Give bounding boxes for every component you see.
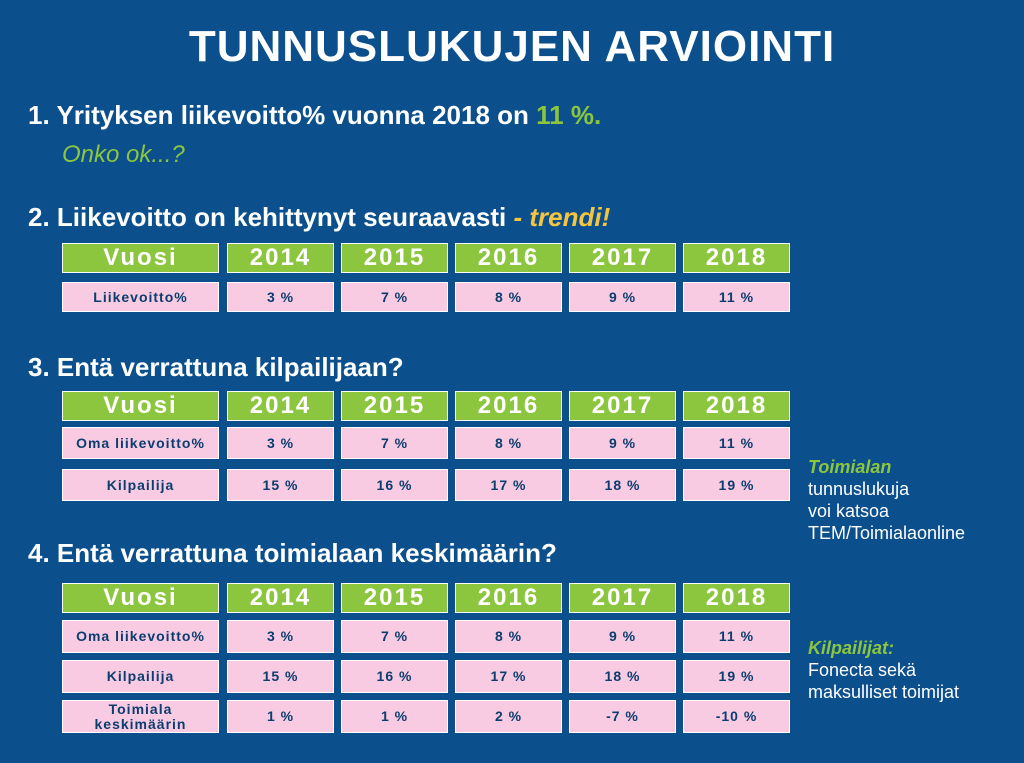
value-cell: 1 % [227, 700, 334, 733]
value-cell: 7 % [341, 427, 448, 459]
header-cell-year: 2018 [683, 391, 790, 421]
row-label: Oma liikevoitto% [62, 620, 219, 653]
value-cell: 8 % [455, 427, 562, 459]
note-kilpailijat: Kilpailijat: Fonecta sekä maksulliset to… [808, 637, 959, 703]
value-cell: 11 % [683, 282, 790, 312]
value-cell: -7 % [569, 700, 676, 733]
value-cell: 15 % [227, 469, 334, 501]
note-kilpailijat-line-1: Fonecta sekä [808, 660, 917, 680]
value-cell: 3 % [227, 620, 334, 653]
value-cell: 17 % [455, 660, 562, 693]
value-cell: 7 % [341, 620, 448, 653]
header-cell-year-label: Vuosi [62, 391, 219, 421]
value-cell: 3 % [227, 427, 334, 459]
value-cell: -10 % [683, 700, 790, 733]
value-cell: 1 % [341, 700, 448, 733]
note-toimiala-line-1: tunnuslukuja [808, 479, 910, 499]
question-1-value: 11 %. [536, 100, 602, 130]
header-cell-year: 2017 [569, 391, 676, 421]
question-4: 4. Entä verrattuna toimialaan keskimääri… [28, 538, 557, 568]
note-toimiala-line-3: TEM/Toimialaonline [808, 523, 966, 543]
header-cell-year: 2015 [341, 391, 448, 421]
header-cell-year: 2014 [227, 243, 334, 273]
value-cell: 7 % [341, 282, 448, 312]
value-cell: 8 % [455, 620, 562, 653]
question-1: 1. Yrityksen liikevoitto% vuonna 2018 on… [28, 100, 601, 131]
value-cell: 8 % [455, 282, 562, 312]
header-cell-year: 2016 [455, 243, 562, 273]
header-cell-year: 2014 [227, 391, 334, 421]
question-2: 2. Liikevoitto on kehittynyt seuraavasti… [28, 202, 610, 233]
header-cell-year: 2017 [569, 243, 676, 273]
header-cell-year: 2016 [455, 583, 562, 613]
row-label: Toimiala keskimäärin [62, 700, 219, 733]
header-cell-year: 2014 [227, 583, 334, 613]
page-title: TUNNUSLUKUJEN ARVIOINTI [188, 22, 836, 71]
question-3: 3. Entä verrattuna kilpailijaan? [28, 352, 404, 382]
value-cell: 9 % [569, 282, 676, 312]
row-label: Liikevoitto% [62, 282, 219, 312]
value-cell: 3 % [227, 282, 334, 312]
value-cell: 16 % [341, 660, 448, 693]
value-cell: 15 % [227, 660, 334, 693]
note-toimiala-label: Toimialan [808, 457, 892, 477]
header-cell-year: 2015 [341, 243, 448, 273]
value-cell: 9 % [569, 427, 676, 459]
row-label: Oma liikevoitto% [62, 427, 219, 459]
header-cell-year: 2018 [683, 583, 790, 613]
value-cell: 2 % [455, 700, 562, 733]
question-1-text: 1. Yrityksen liikevoitto% vuonna 2018 on [28, 100, 537, 130]
question-2-emph: - trendi! [513, 202, 611, 232]
header-cell-year-label: Vuosi [62, 583, 219, 613]
question-1-sub: Onko ok...? [62, 141, 185, 168]
value-cell: 17 % [455, 469, 562, 501]
header-cell-year: 2016 [455, 391, 562, 421]
row-label: Kilpailija [62, 660, 219, 693]
question-2-text: 2. Liikevoitto on kehittynyt seuraavasti [28, 202, 514, 232]
value-cell: 16 % [341, 469, 448, 501]
value-cell: 11 % [683, 620, 790, 653]
value-cell: 19 % [683, 469, 790, 501]
value-cell: 18 % [569, 469, 676, 501]
row-label: Kilpailija [62, 469, 219, 501]
header-cell-year: 2018 [683, 243, 790, 273]
note-toimiala-line-2: voi katsoa [808, 501, 890, 521]
note-toimiala: Toimialan tunnuslukuja voi katsoa TEM/To… [808, 456, 965, 544]
header-cell-year: 2015 [341, 583, 448, 613]
value-cell: 18 % [569, 660, 676, 693]
value-cell: 9 % [569, 620, 676, 653]
header-cell-year-label: Vuosi [62, 243, 219, 273]
note-kilpailijat-label: Kilpailijat: [808, 638, 895, 658]
value-cell: 11 % [683, 427, 790, 459]
value-cell: 19 % [683, 660, 790, 693]
note-kilpailijat-line-2: maksulliset toimijat [808, 682, 960, 702]
header-cell-year: 2017 [569, 583, 676, 613]
